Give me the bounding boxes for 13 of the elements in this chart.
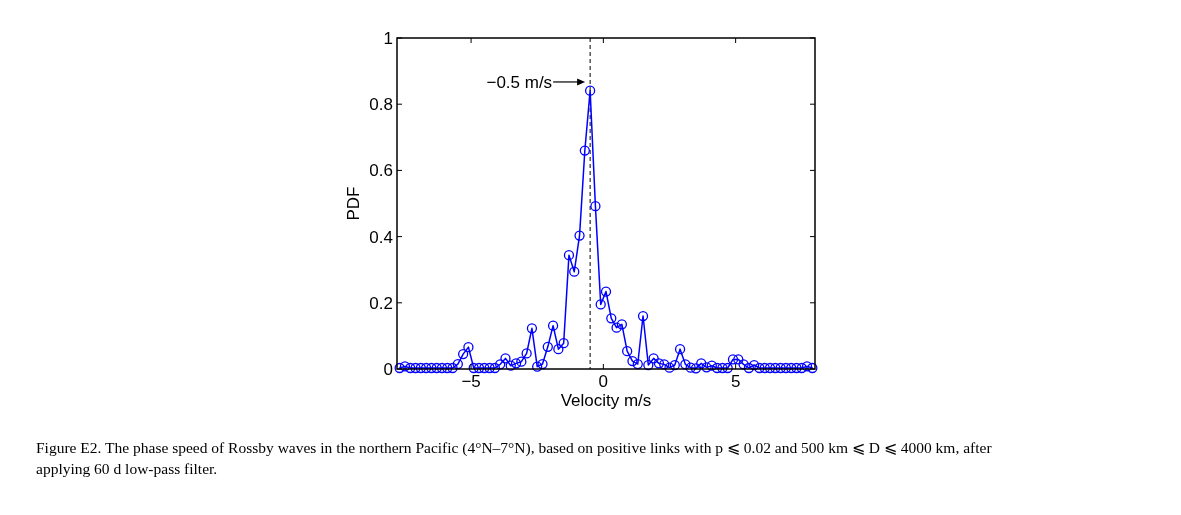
y-tick-label: 0.8 <box>369 95 393 115</box>
x-axis-title: Velocity m/s <box>560 391 652 410</box>
y-tick-label: 0.2 <box>369 293 393 313</box>
x-tick-label: −5 <box>461 372 481 391</box>
x-tick-label: 5 <box>730 372 741 391</box>
y-tick-label: 0.6 <box>369 161 393 181</box>
caption: Figure E2. The phase speed of Rossby waves in the northern Pacific (4°N–7°N), based on positive links with p ⩽ 0.02 and 500 km ⩽ D ⩽ 4000 km, after applying 60 d low-pass filter. <box>36 438 993 479</box>
annotation: −0.5 m/s <box>486 72 553 92</box>
y-axis-title: PDF <box>344 186 363 221</box>
x-tick-label: 0 <box>598 372 609 391</box>
y-tick-label: 0.4 <box>369 227 393 247</box>
y-tick-label: 1 <box>383 29 393 48</box>
y-tick-label: 0 <box>383 360 393 379</box>
